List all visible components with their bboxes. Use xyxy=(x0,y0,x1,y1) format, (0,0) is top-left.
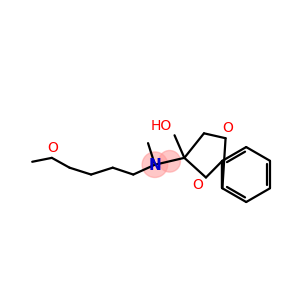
Text: O: O xyxy=(193,178,203,192)
Circle shape xyxy=(159,151,180,172)
Text: O: O xyxy=(222,122,233,135)
Text: N: N xyxy=(148,158,161,173)
Text: O: O xyxy=(47,141,58,155)
Circle shape xyxy=(142,152,168,178)
Text: HO: HO xyxy=(150,119,172,134)
